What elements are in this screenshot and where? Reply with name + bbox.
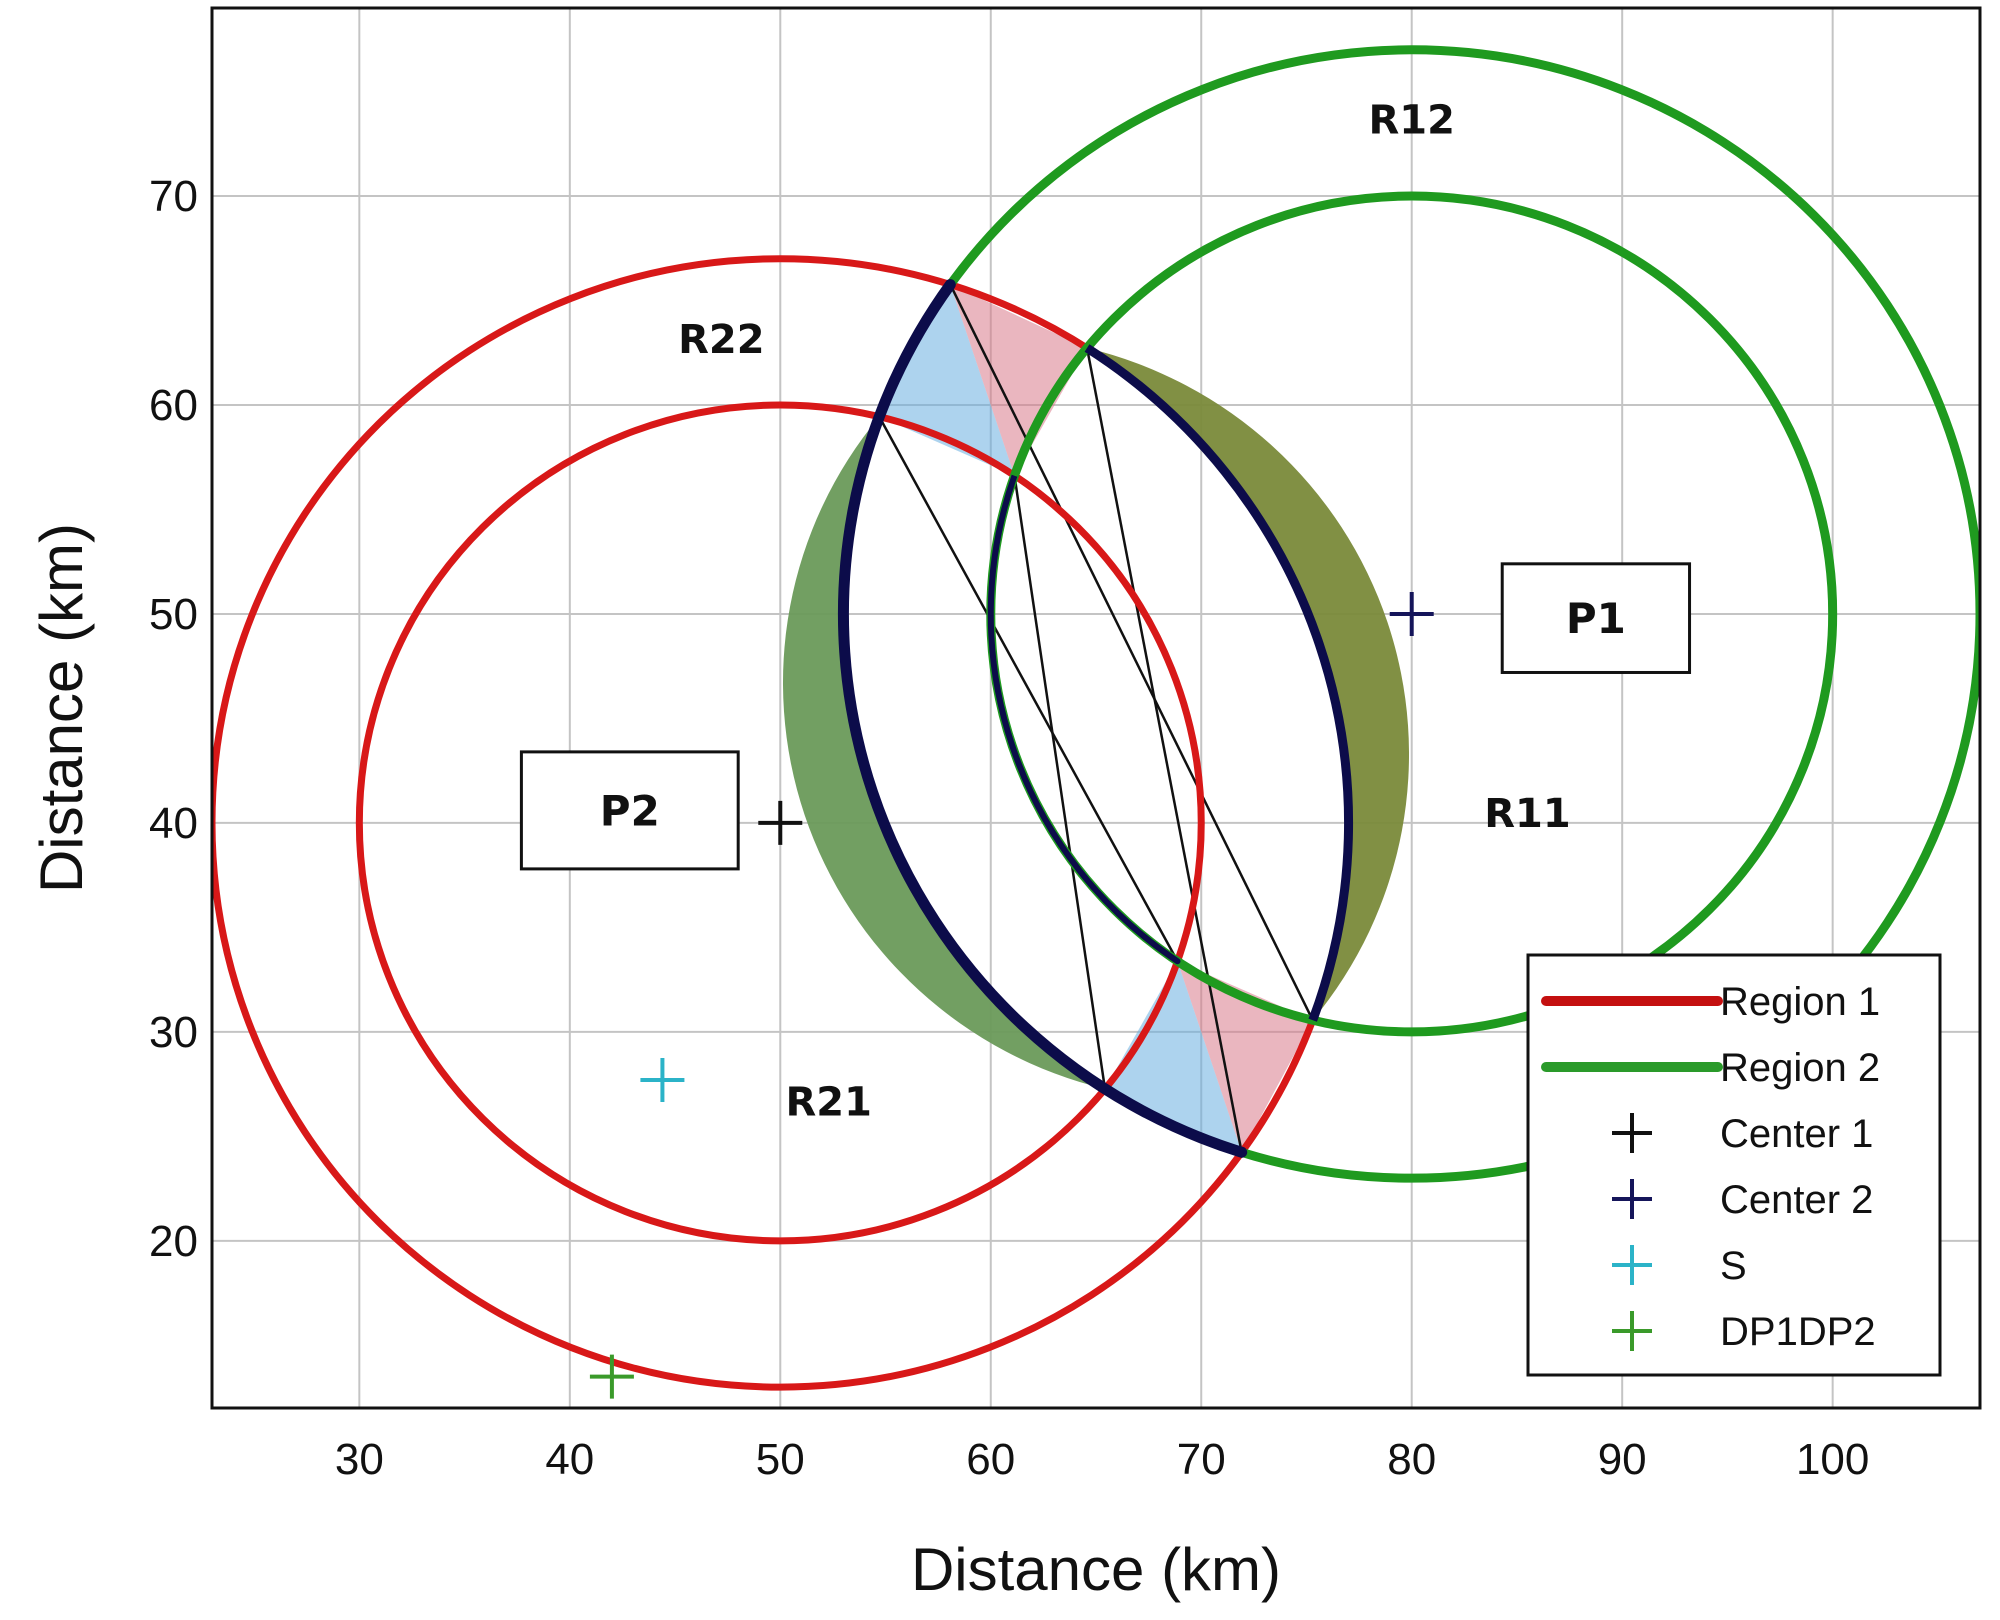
legend-entry-region-2: Region 2 [1541,1046,1880,1090]
patch-top-pink [950,284,1087,476]
y-tick-label: 50 [149,590,198,639]
intersection-area [782,284,1410,1153]
x-tick-label: 60 [966,1435,1015,1484]
legend-entry-s: S [1612,1244,1747,1288]
plot-frame [210,6,1982,1410]
x-tick-label: 90 [1598,1435,1647,1484]
x-tick-label: 100 [1796,1435,1869,1484]
y-tick-label: 20 [149,1217,198,1266]
divider-line [1013,475,1107,1090]
legend-entry-region-1: Region 1 [1541,980,1880,1024]
point-markers [589,591,1434,1399]
region-label-r21: R21 [785,1079,871,1125]
legend-entry-center-1: Center 1 [1612,1112,1873,1156]
y-tick-label: 70 [149,172,198,221]
legend-entry-center-2: Center 2 [1612,1178,1873,1222]
label-text-p2: P2 [600,786,660,835]
divider-line [949,284,1314,1021]
legend: Region 1 Region 2 Center 1 Center 2 S DP1DP2 [1526,953,1942,1377]
grid [212,8,1980,1408]
x-tick-label: 30 [335,1435,384,1484]
legend-label: Center 1 [1720,1112,1873,1156]
y-tick-label: 30 [149,1008,198,1057]
legend-box [1526,953,1942,1377]
region-label-r22: R22 [678,317,764,363]
label-text-p1: P1 [1566,594,1626,643]
legend-label: Region 1 [1720,980,1880,1024]
x-tick-label: 70 [1177,1435,1226,1484]
legend-label: Center 2 [1720,1178,1873,1222]
legend-entry-dp1dp2: DP1DP2 [1612,1310,1876,1354]
lens-mid-green [782,416,1105,1089]
divider-line [1085,347,1243,1153]
x-tick-label: 40 [545,1435,594,1484]
marker-s [640,1057,685,1102]
marker-center-2 [1389,591,1434,636]
y-tick-label: 40 [149,799,198,848]
legend-label: Region 2 [1720,1046,1880,1090]
divider-line [878,416,1179,962]
x-tick-label: 50 [756,1435,805,1484]
arc-r22-inner [1084,344,1354,1022]
label-box-p2 [519,750,740,871]
intersection-outline [837,279,1354,1158]
lens-right-olive [1087,348,1410,1021]
region-label-r12: R12 [1368,97,1454,143]
marker-dp1dp2 [589,1354,634,1399]
lens-inner-outline [987,474,1181,965]
label-box-p1 [1500,562,1692,674]
circle-r21 [355,401,1205,1245]
y-axis-title: Distance (km) [28,523,95,893]
x-axis-title: Distance (km) [911,1536,1281,1603]
legend-label: S [1720,1244,1747,1288]
marker-center-1 [758,800,803,845]
arc-r12-inner [838,415,1108,1093]
region-label-r11: R11 [1484,791,1570,837]
axis-ticks: 30 40 50 60 70 80 90 100 20 30 40 50 60 70 [149,172,1869,1484]
legend-label: DP1DP2 [1720,1310,1876,1354]
region-labels: R12 R22 R11 R21 P1 P2 [519,97,1692,1125]
x-tick-label: 80 [1387,1435,1436,1484]
y-tick-label: 60 [149,381,198,430]
